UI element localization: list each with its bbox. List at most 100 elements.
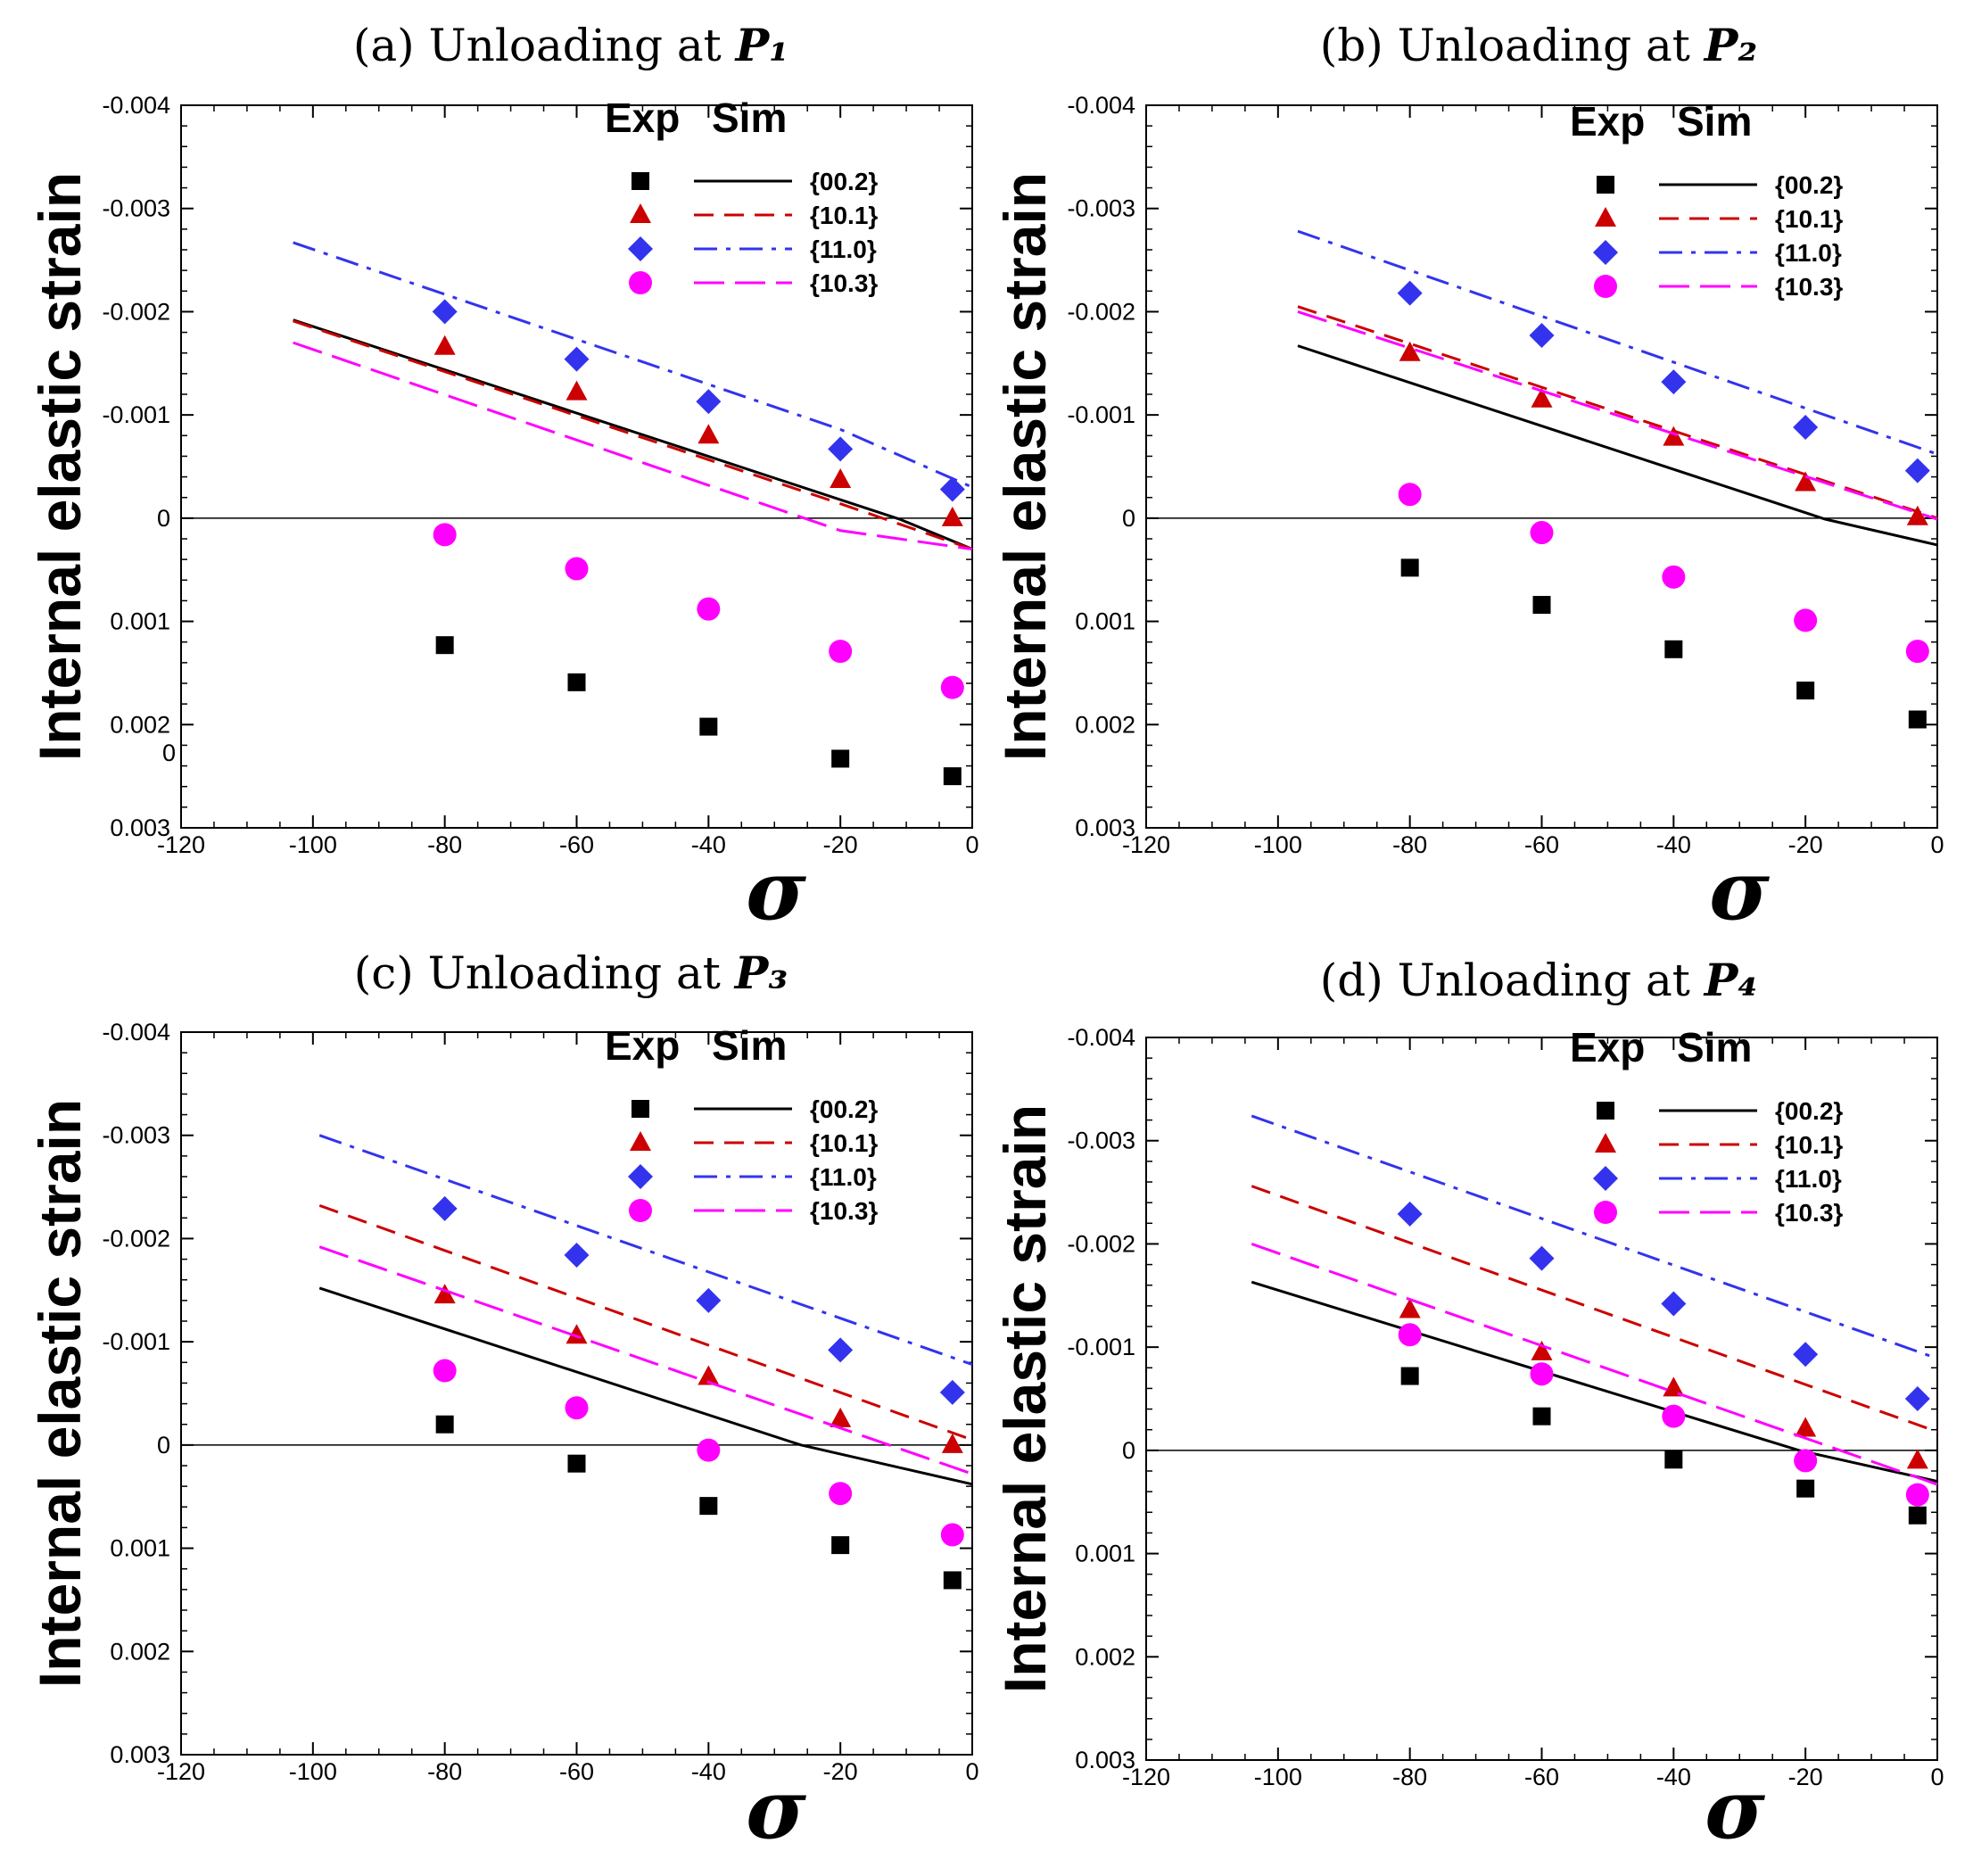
x-tick-label: 0 (1930, 831, 1944, 858)
y-tick-label: -0.004 (102, 92, 170, 119)
x-tick-label: -120 (157, 831, 205, 858)
y-tick-label: 0.003 (110, 1741, 170, 1768)
x-tick-label: -40 (1656, 831, 1691, 858)
y-tick-label: -0.004 (1067, 92, 1135, 119)
exp-point (1661, 1291, 1687, 1317)
legend-header-sim: Sim (712, 95, 787, 141)
y-axis-label: Internal elastic strain (27, 1099, 93, 1688)
x-tick-label: -80 (427, 1758, 462, 1785)
series-3 (1297, 229, 1938, 483)
legend-marker (632, 1100, 649, 1118)
exp-point (1529, 1245, 1555, 1271)
sim-line (1251, 1243, 1938, 1486)
y-tick-label: 0 (1122, 505, 1135, 532)
legend-entry: {10.3} (810, 269, 878, 297)
series-2 (318, 1203, 973, 1453)
exp-point (1531, 1340, 1553, 1360)
exp-point (1794, 1449, 1818, 1473)
y-axis: -0.004 -0.003 -0.002 -0.001 0 0.001 0.002 0.003 (1067, 1024, 1937, 1773)
exp-point (940, 1523, 964, 1547)
x-tick-label: -100 (1254, 831, 1302, 858)
legend-header-exp: Exp (1570, 1024, 1645, 1070)
legend-header-exp: Exp (605, 1022, 680, 1069)
exp-point (435, 636, 454, 655)
legend-marker (1594, 1201, 1617, 1224)
y-axis: -0.004 -0.003 -0.002 -0.001 0 0.001 0.002 0.003 (102, 92, 972, 841)
panel-title-point: P₂ (1703, 19, 1758, 71)
exp-point (830, 1407, 852, 1427)
exp-point (696, 389, 722, 415)
y-tick-label: 0.002 (1075, 711, 1135, 738)
exp-point (697, 1438, 721, 1462)
y-tick-label: -0.002 (102, 1225, 170, 1252)
x-axis-label: σ (746, 842, 806, 938)
exp-point (943, 1571, 962, 1590)
exp-point (565, 1396, 589, 1420)
exp-point (1661, 369, 1687, 395)
exp-point (433, 1359, 457, 1383)
exp-point (564, 346, 590, 372)
legend: Exp Sim {00.2} {10.1} {11.0} {10.3} (605, 95, 878, 297)
x-tick-label: -40 (691, 831, 726, 858)
legend-marker (1597, 176, 1614, 194)
exp-point (831, 749, 850, 768)
exp-point (830, 468, 852, 489)
sim-line (1297, 344, 1938, 547)
x-tick-label: -120 (1122, 831, 1170, 858)
y-tick-label: -0.001 (1067, 401, 1135, 428)
exp-point (699, 1497, 718, 1516)
y-tick-label: 0 (157, 1432, 170, 1459)
chart-panel-2: (b) Unloading at P₂ -120 -100 -80 -60 -40 -20 0… (992, 19, 1944, 938)
panel-title: (c) Unloading at P₃ (354, 946, 788, 999)
x-tick-label: -80 (1392, 831, 1427, 858)
y-axis-label: Internal elastic strain (992, 172, 1058, 761)
x-tick-label: -80 (1392, 1764, 1427, 1790)
x-tick-label: -40 (1656, 1764, 1691, 1790)
exp-point (828, 1337, 854, 1363)
panel-title-point: P₃ (733, 946, 788, 999)
sim-line (1297, 305, 1938, 520)
series-1 (1251, 1280, 1938, 1525)
exp-point (1906, 1449, 1928, 1469)
exp-point (828, 436, 854, 462)
exp-point (940, 675, 964, 699)
exp-point (1796, 682, 1815, 700)
exp-point (939, 476, 965, 502)
legend-header-sim: Sim (712, 1022, 787, 1069)
exp-point (1663, 1376, 1685, 1397)
exp-point (1400, 1367, 1419, 1385)
exp-point (696, 1287, 722, 1313)
x-axis-label: σ (1705, 1761, 1765, 1857)
legend-marker (1593, 1166, 1618, 1191)
y-tick-label: -0.002 (1067, 298, 1135, 325)
panel-title: (a) Unloading at P₁ (353, 19, 788, 71)
x-tick-label: -120 (1122, 1764, 1170, 1790)
panel-title-prefix: (a) Unloading at (353, 20, 736, 71)
panel-title: (d) Unloading at P₄ (1320, 954, 1758, 1006)
legend-entry: {10.1} (810, 1129, 878, 1157)
y-tick-label: -0.003 (1067, 195, 1135, 222)
exp-point (1664, 1450, 1683, 1469)
legend-marker (1595, 207, 1616, 227)
exp-point (565, 557, 589, 581)
y-tick-label: 0.002 (1075, 1643, 1135, 1670)
y-tick-label: -0.003 (1067, 1128, 1135, 1154)
legend-marker (632, 172, 649, 190)
chart-panel-1: (a) Unloading at P₁ -120 -100 -80 -60 -40 -20 0… (27, 19, 979, 938)
legend-entry: {10.1} (1775, 1131, 1843, 1159)
legend: Exp Sim {00.2} {10.1} {11.0} {10.3} (605, 1022, 878, 1225)
y-tick-label: -0.003 (102, 195, 170, 222)
series-3 (293, 241, 973, 502)
exp-point (1530, 1362, 1554, 1386)
y-tick-label: -0.004 (102, 1019, 170, 1045)
sim-line (293, 341, 973, 551)
legend-marker (1593, 240, 1618, 265)
x-tick-label: -20 (823, 1758, 858, 1785)
legend-entry: {00.2} (810, 1095, 878, 1123)
exp-point (939, 1379, 965, 1405)
exp-point (1794, 608, 1818, 632)
y-axis: -0.004 -0.003 -0.002 -0.001 0 0.001 0.002 0.003 (1067, 92, 1937, 841)
exp-point (1906, 505, 1928, 525)
exp-point (1529, 323, 1555, 349)
legend-entry: {10.1} (1775, 205, 1843, 233)
